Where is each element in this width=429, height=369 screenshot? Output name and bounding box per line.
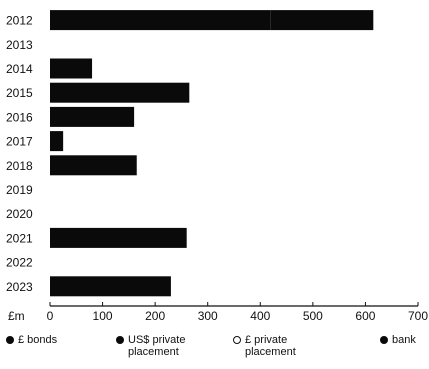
y-tick-label-2017: 2017 [6, 135, 33, 149]
y-tick-label-2021: 2021 [6, 231, 33, 245]
legend-item-3: bank [380, 334, 416, 346]
chart-area: 2012 2013 2014 2015 2016 2017 2018 2019 2020 2021… [6, 10, 428, 323]
bar-2021-series-3 [50, 227, 187, 248]
y-tick-label-2015: 2015 [6, 86, 33, 100]
y-tick-label-2023: 2023 [6, 280, 33, 294]
bar-2018-series-3 [50, 155, 137, 176]
legend-item-0: £ bonds [6, 334, 57, 346]
y-tick-label-2012: 2012 [6, 14, 33, 28]
legend-item-2: £ private placement [233, 334, 315, 358]
bar-2016-series-3 [50, 106, 135, 127]
legend-swatch-2 [233, 336, 241, 344]
legend-label-2: £ private placement [245, 334, 296, 358]
bar-2015-series-1 [50, 82, 190, 103]
x-tick-label-600: 600 [355, 309, 375, 323]
bars-group [50, 10, 374, 297]
y-tick-label-2022: 2022 [6, 256, 33, 270]
legend-label-1: US$ private placement [128, 334, 186, 358]
y-tick-label-2020: 2020 [6, 207, 33, 221]
y-tick-label-2016: 2016 [6, 110, 33, 124]
x-tick-label-400: 400 [250, 309, 270, 323]
legend-item-1: US$ private placement [116, 334, 188, 358]
x-tick-label-0: 0 [47, 309, 54, 323]
bar-2014-series-3 [50, 58, 93, 79]
x-tick-label-300: 300 [198, 309, 218, 323]
bar-2012-series-0 [50, 10, 271, 31]
legend-swatch-1 [116, 336, 124, 344]
legend: £ bonds US$ private placement £ private pl… [0, 334, 429, 369]
legend-label-0: £ bonds [18, 334, 58, 346]
y-axis-labels: 2012 2013 2014 2015 2016 2017 2018 2019 2020 2021… [6, 14, 33, 294]
x-tick-label-700: 700 [408, 309, 428, 323]
bar-2017-series-3 [50, 131, 64, 152]
legend-swatch-0 [6, 336, 14, 344]
legend-swatch-3 [380, 336, 388, 344]
x-tick-label-100: 100 [93, 309, 113, 323]
x-tick-label-500: 500 [303, 309, 323, 323]
bar-2023-series-1 [50, 276, 171, 297]
x-axis-unit-label: £m [8, 309, 25, 323]
x-tick-label-200: 200 [145, 309, 165, 323]
y-tick-label-2014: 2014 [6, 62, 33, 76]
bar-2012-series-3 [270, 10, 374, 31]
y-tick-label-2018: 2018 [6, 159, 33, 173]
y-tick-label-2019: 2019 [6, 183, 33, 197]
x-axis-ticks: 0 100 200 300 400 500 600 700 [47, 302, 428, 323]
y-tick-label-2013: 2013 [6, 38, 33, 52]
legend-label-3: bank [392, 334, 416, 346]
